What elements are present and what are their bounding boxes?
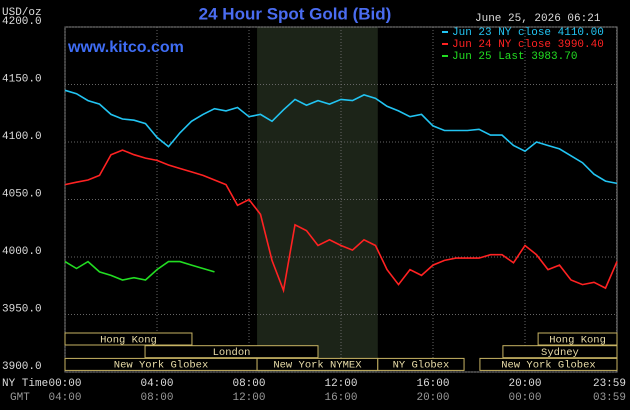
session-box xyxy=(377,357,465,371)
y-axis-label: USD/oz xyxy=(2,7,42,19)
chart-title: 24 Hour Spot Gold (Bid) xyxy=(199,4,392,23)
legend-label: Jun 24 NY close 3990.40 xyxy=(452,39,604,51)
x2-tick-label: 08:00 xyxy=(140,392,173,404)
session-label: Sydney xyxy=(541,347,579,359)
series-line xyxy=(64,260,215,281)
session-box xyxy=(64,332,193,346)
x-tick-label: 23:59 xyxy=(593,378,626,390)
session-box xyxy=(144,345,319,359)
x2-tick-label: 20:00 xyxy=(416,392,449,404)
session-label: New York Globex xyxy=(501,360,596,372)
x-row-label: NY Time xyxy=(2,378,48,390)
session-label: New York Globex xyxy=(114,360,209,372)
session-box xyxy=(537,332,618,346)
session-label: London xyxy=(213,347,251,359)
y-tick-label: 4000.0 xyxy=(2,246,42,258)
x-tick-label: 16:00 xyxy=(416,378,449,390)
y-tick-label: 4200.0 xyxy=(2,16,42,28)
session-box xyxy=(502,345,618,359)
x2-row-label: GMT xyxy=(10,392,30,404)
x-tick-label: 00:00 xyxy=(48,378,81,390)
website: www.kitco.com xyxy=(67,39,184,56)
x-tick-label: 12:00 xyxy=(324,378,357,390)
x2-tick-label: 03:59 xyxy=(593,392,626,404)
session-label: Hong Kong xyxy=(549,334,606,346)
legend-label: Jun 23 NY close 4110.00 xyxy=(452,27,604,39)
session-box xyxy=(479,357,618,371)
session-label: NY Globex xyxy=(393,360,450,372)
x-tick-label: 20:00 xyxy=(508,378,541,390)
y-tick-label: 3900.0 xyxy=(2,361,42,373)
legend-label: Jun 25 Last 3983.70 xyxy=(452,51,577,63)
x2-tick-label: 12:00 xyxy=(232,392,265,404)
y-tick-label: 4150.0 xyxy=(2,73,42,85)
series-line xyxy=(64,149,618,294)
x2-tick-label: 16:00 xyxy=(324,392,357,404)
y-tick-label: 4050.0 xyxy=(2,188,42,200)
series-line xyxy=(64,89,618,185)
x-tick-label: 04:00 xyxy=(140,378,173,390)
session-label: Hong Kong xyxy=(100,334,157,346)
y-tick-label: 3950.0 xyxy=(2,303,42,315)
x-tick-label: 08:00 xyxy=(232,378,265,390)
y-tick-label: 4100.0 xyxy=(2,131,42,143)
timestamp: June 25, 2026 06:21 xyxy=(475,13,601,25)
x2-tick-label: 00:00 xyxy=(508,392,541,404)
x2-tick-label: 04:00 xyxy=(48,392,81,404)
session-label: New York NYMEX xyxy=(273,360,362,372)
